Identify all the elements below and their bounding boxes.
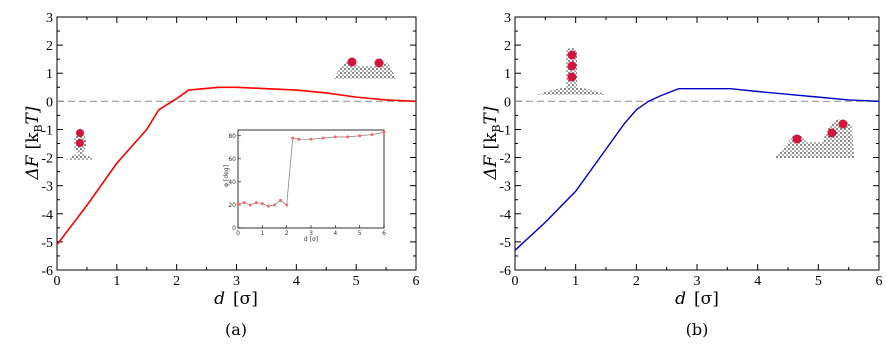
inset-frame [237,129,385,229]
panel-b-ytick-label: -1 [499,123,511,138]
inset-xtick-label: 5 [358,230,362,237]
panel-a-ytick-label: -4 [41,208,53,223]
inset-xtick-label: 4 [333,230,337,237]
panel-b-xtick-label: 6 [876,274,883,289]
panel-a-ytick-label: -6 [41,264,53,279]
inset-data-point [358,134,362,138]
inset-xtick-label: 3 [309,230,313,237]
inset-ytick-label: 80 [228,133,236,140]
panel-a-ytick-label: -5 [41,236,53,251]
inset-data-point [266,204,270,208]
panel-b-caption: (b) [686,320,709,339]
inset-ytick-label: 20 [228,202,236,209]
panel-b-ytick-label: -6 [499,264,511,279]
panel-b-ytick-label: -2 [499,152,511,167]
inset-xlabel: d [σ] [304,236,318,243]
panel-b-ytick-label: 1 [504,67,511,82]
panel-b-ytick-label: -4 [499,208,511,223]
panel-a-caption: (a) [225,320,247,339]
panel-a-snapshot-separated [334,57,396,79]
panel-b-chart: 0 1 2 3 4 5 6 -6 -5 -4 -3 -2 -1 0 1 2 3 ΔF[kBT] d [σ] (b) [481,11,883,339]
inset-data-point [273,203,276,207]
panel-a-ytick-label: 2 [46,39,53,54]
panel-a-ytick-label: -3 [41,180,53,195]
panel-a-ytick-label: 1 [46,67,53,82]
panel-a-ylabel: ΔF[kBT] [23,106,45,180]
inset-xtick-label: 2 [285,230,289,237]
panel-b-xtick-label: 2 [633,274,640,289]
panel-a-free-energy-curve [56,86,417,246]
inset-data-point [382,130,386,134]
panel-a-xtick-label: 6 [413,274,420,289]
inset-data-point [370,133,374,137]
inset-ylabel: φ [deg] [223,165,230,187]
inset-xtick-label: 1 [260,230,264,237]
inset-data-point [242,201,246,205]
inset-ytick-label: 60 [228,156,236,163]
inset-data-point [254,201,258,205]
panel-b-ylabel: ΔF[kBT] [481,106,503,180]
panel-b-ytick-label: -3 [499,180,511,195]
inset-data-point [248,203,252,207]
panel-b-ytick-label: -5 [499,236,511,251]
panel-a-xtick-label: 1 [113,274,120,289]
inset-data-point [297,137,301,141]
panel-a-ytick-label: 3 [46,11,53,26]
inset-data-point [309,137,313,141]
inset-data-point [291,136,295,140]
panel-a-ytick-label: -2 [41,152,53,167]
panel-a-ytick-label: -1 [41,123,53,138]
panel-b-xtick-label: 3 [694,274,701,289]
panel-b-snapshot-separated [775,119,854,158]
panel-b-xtick-label: 5 [815,274,822,289]
panel-a-xtick-label: 4 [293,274,300,289]
inset-data-point [260,202,264,206]
panel-b-ytick-label: 2 [504,39,511,54]
panel-a-ticks: 0 1 2 3 4 5 6 -6 -5 -4 -3 -2 -1 0 1 2 3 [41,11,419,289]
panel-a-snapshot-bound [66,129,94,160]
panel-b-xtick-label: 4 [754,274,761,289]
panel-a-xlabel: d [σ] [214,289,258,309]
panel-a-xtick-label: 5 [353,274,360,289]
inset-data-point [279,198,283,202]
panel-a-xtick-label: 0 [54,274,61,289]
inset-xtick-label: 0 [236,230,240,237]
inset-markers [236,130,386,208]
panel-a-ytick-label: 0 [46,95,53,110]
panel-b-snapshot-bound [537,48,607,95]
inset-xtick-label: 6 [382,230,386,237]
inset-data-point [346,135,349,139]
panel-b-free-energy-curve [514,87,880,251]
inset-ytick-label: 0 [232,225,236,232]
inset-data-point [236,202,240,206]
inset-data-point [285,203,289,207]
panel-a-xtick-label: 3 [233,274,240,289]
panel-b-ytick-label: 0 [504,95,511,110]
panel-b-xlabel: d [σ] [675,289,719,309]
panel-a-xtick-label: 2 [173,274,180,289]
inset-data-point [333,135,337,139]
inset-data-point [321,136,325,140]
panel-b-xtick-label: 1 [572,274,579,289]
panel-b-ytick-label: 3 [504,11,511,26]
inset-ytick-label: 40 [228,179,236,186]
panel-b-xtick-label: 0 [512,274,519,289]
